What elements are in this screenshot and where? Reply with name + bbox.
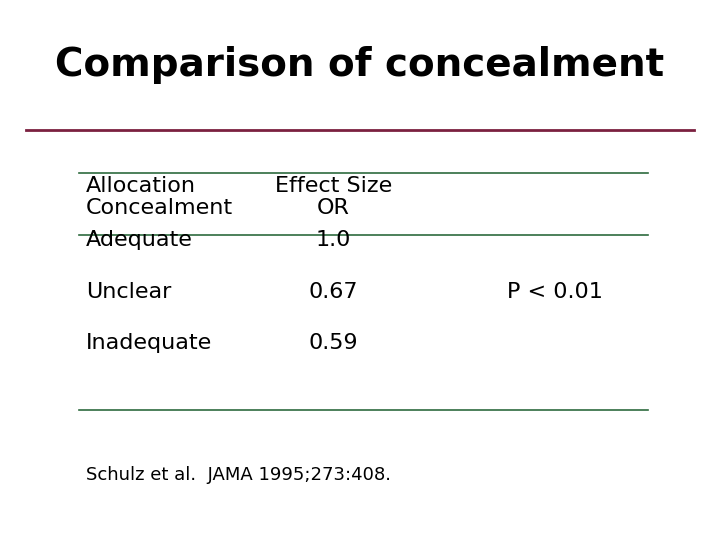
Text: 1.0: 1.0 [315,230,351,251]
Text: Allocation: Allocation [86,176,196,197]
Text: Unclear: Unclear [86,281,171,302]
Text: OR: OR [317,198,350,218]
Text: Adequate: Adequate [86,230,193,251]
Text: 0.67: 0.67 [308,281,358,302]
Text: Inadequate: Inadequate [86,333,212,353]
Text: Schulz et al.  JAMA 1995;273:408.: Schulz et al. JAMA 1995;273:408. [86,466,391,484]
Text: Comparison of concealment: Comparison of concealment [55,46,665,84]
Text: Concealment: Concealment [86,198,233,218]
Text: Effect Size: Effect Size [274,176,392,197]
Text: 0.59: 0.59 [308,333,358,353]
Text: P < 0.01: P < 0.01 [507,281,603,302]
